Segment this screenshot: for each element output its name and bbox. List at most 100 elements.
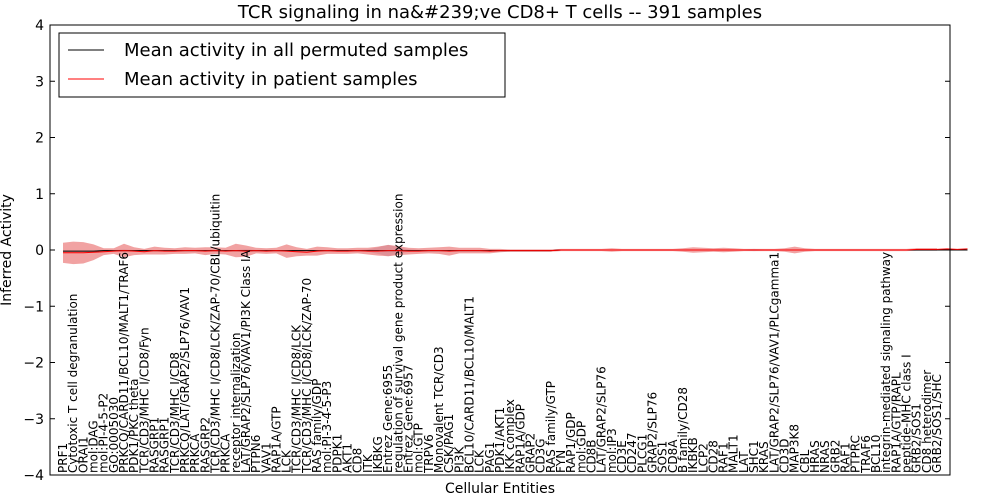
y-tick-label: 1	[35, 187, 44, 203]
category-label: TCR/CD3/MHC I/CD8/LCK/ZAP-70/CBL/ubiquit…	[208, 194, 222, 474]
category-label: SOS1	[656, 441, 670, 473]
category-label: IKBKB	[686, 437, 700, 473]
category-label: RAF1	[717, 442, 731, 473]
category-label: TCR/CD3/MHC I/CD8/Fyn	[137, 327, 151, 474]
category-label: VAV1	[259, 442, 273, 473]
legend: Mean activity in all permuted samples Me…	[58, 32, 506, 98]
category-label: TCR/CD3/MHC I/CD8/LCK/ZAP-70	[300, 278, 314, 474]
category-label: RASGRP1	[158, 417, 172, 473]
category-label: SHC1	[747, 440, 761, 473]
category-label: Monovalent TCR/CD3	[432, 346, 446, 473]
category-label: LAT/GRAP2/SLP76	[595, 366, 609, 473]
category-label: B family/CD28	[676, 387, 690, 473]
category-label: GO:0005030	[107, 397, 121, 473]
category-label: peptide-MHC class I	[900, 354, 914, 473]
category-label: FYN	[554, 450, 568, 473]
category-label: PTPRC	[849, 435, 863, 473]
category-label: RAP1A/GTP/RAPL	[889, 372, 903, 473]
category-label: TCR/CD3/MHC I/CD8	[168, 352, 182, 474]
category-label: RAP1A/GTP	[269, 406, 283, 473]
category-label: GRB2/SOS1/SHC	[930, 374, 944, 473]
category-label: mol:GTP	[412, 423, 426, 473]
category-label: RAF1	[839, 442, 853, 473]
patient-band	[63, 241, 937, 265]
category-label: LAT	[737, 451, 751, 473]
x-axis-label: Cellular Entities	[445, 481, 555, 497]
category-label: BCL10	[869, 435, 883, 473]
category-label: KRAS	[757, 441, 771, 473]
chart-title: TCR signaling in na&#239;ve CD8+ T cells…	[237, 2, 762, 23]
y-tick-label: −4	[23, 468, 44, 484]
category-label: CD8A	[666, 439, 680, 473]
y-tick-label: −2	[23, 356, 44, 372]
category-label: mol:PI-4-5-P2	[97, 393, 111, 473]
category-label: NRAS	[818, 440, 832, 473]
category-label: GRB2	[828, 440, 842, 474]
y-tick-label: 2	[35, 131, 44, 147]
category-label: integrin-mediated signaling pathway	[879, 252, 893, 473]
legend-box	[58, 32, 506, 98]
category-label: PRKCQ/CARD11/BCL10/MALT1/TRAF6	[117, 252, 131, 473]
y-axis-label: Inferred Activity	[0, 194, 15, 306]
category-label: PAG1	[483, 442, 497, 473]
category-label: CD28	[706, 440, 720, 473]
category-label: MALT1	[727, 434, 741, 473]
category-label: MAP3K8	[788, 424, 802, 473]
category-label: PRKCA	[219, 433, 233, 473]
category-label: receptor internalization	[229, 333, 243, 473]
category-label: CD3G	[534, 438, 548, 473]
category-label: PDPK1	[330, 434, 344, 473]
category-label: CD8B	[585, 440, 599, 474]
y-tick-label: −1	[23, 299, 44, 315]
category-label: regulation of survival gene product expr…	[391, 194, 405, 473]
category-label: Entrez Gene:6957	[402, 365, 416, 473]
category-label: RASGRP1	[148, 417, 162, 473]
category-label: IKK complex	[503, 399, 517, 473]
category-label: GRAP2/SLP76	[645, 392, 659, 473]
legend-label-permuted: Mean activity in all permuted samples	[124, 40, 468, 61]
category-label: LCP2	[696, 443, 710, 473]
category-label: GRAP2	[524, 433, 538, 473]
confidence-bands	[63, 241, 937, 265]
category-label: HRAS	[808, 440, 822, 473]
plot-frame	[49, 24, 951, 476]
category-label: RAP1A/GDP	[513, 404, 527, 473]
category-label: TRPV6	[422, 434, 436, 474]
category-label: PDK1/PKC theta	[127, 379, 141, 473]
y-tick-label: 0	[35, 243, 44, 259]
category-label: ITK	[361, 453, 375, 473]
category-label: AKT1	[341, 443, 355, 473]
category-label: LCK	[280, 449, 294, 473]
category-label: GRB2/SOS1	[910, 403, 924, 473]
category-label: mol:IP3	[605, 428, 619, 473]
category-label: Cytotoxic T cell degranulation	[66, 294, 80, 473]
category-label: CD3D	[778, 439, 792, 474]
category-label: ORAI1	[76, 436, 90, 473]
category-label: RAP1/GDP	[564, 412, 578, 473]
series-lines	[63, 248, 968, 254]
category-label: CD247	[625, 432, 639, 473]
category-label: CSK/PAG1	[442, 414, 456, 473]
y-tick-label: 4	[35, 18, 44, 34]
category-label: mol:PI-3-4-5-P3	[320, 381, 334, 473]
category-label: IKBKG	[371, 436, 385, 473]
category-label: Entrez Gene:6955	[381, 365, 395, 473]
patient-mean-line	[63, 248, 968, 254]
category-label: BCL10/CARD11/BCL10/MALT1	[463, 296, 477, 473]
category-label: CBL	[798, 449, 812, 473]
category-label: LCK	[473, 449, 487, 473]
category-label: RAS family/GTP	[544, 381, 558, 473]
category-label: TRAF6	[859, 435, 873, 474]
category-label: mol:GDP	[574, 421, 588, 473]
y-axis: −4 −3 −2 −1 0 1 2 3 4	[23, 18, 950, 484]
y-tick-label: 3	[35, 74, 44, 90]
category-label: PLCG1	[635, 434, 649, 473]
category-label: LAT/GRAP2/SLP76/VAV1/PI3K Class IA	[239, 249, 253, 473]
category-label: RASGRP2	[198, 417, 212, 473]
category-label: PTPN6	[249, 435, 263, 473]
legend-label-patient: Mean activity in patient samples	[124, 69, 418, 90]
category-label: PI3K	[452, 446, 466, 473]
category-label: PRKCA	[188, 433, 202, 473]
